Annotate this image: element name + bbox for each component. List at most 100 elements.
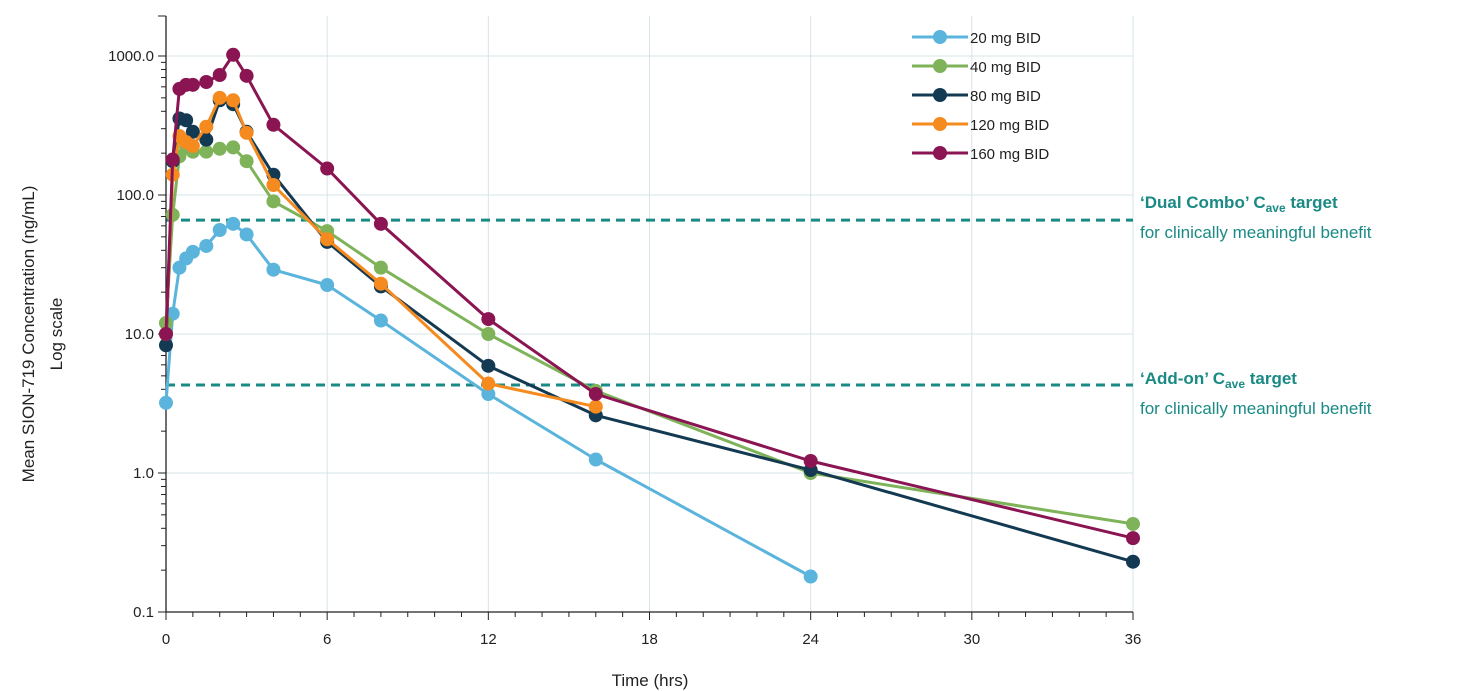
x-tick-label: 6 xyxy=(323,631,331,648)
x-tick-label: 12 xyxy=(480,631,497,648)
data-point xyxy=(266,194,281,209)
data-point xyxy=(165,152,180,167)
data-point xyxy=(239,125,254,140)
axes: 0.1 1.0 10.0 100.0 1000.0 0 6 12 18 24 30 36 xyxy=(108,15,1142,648)
legend-item: 120 mg BID xyxy=(912,117,1049,134)
data-point xyxy=(159,338,173,353)
data-point xyxy=(1126,531,1140,546)
x-tick-label: 30 xyxy=(963,631,980,648)
x-tick-label: 18 xyxy=(641,631,658,648)
data-point xyxy=(212,90,227,105)
data-point xyxy=(588,452,603,467)
legend-swatch-marker xyxy=(933,59,947,73)
data-point xyxy=(199,75,214,90)
data-point xyxy=(481,312,496,327)
legend-swatch-marker xyxy=(933,117,947,131)
add-on-target-subscript: ave xyxy=(1225,377,1245,391)
legend-swatch-marker xyxy=(933,30,947,44)
data-point xyxy=(266,117,281,132)
dual-combo-target-subtext: for clinically meaningful benefit xyxy=(1140,223,1372,242)
data-point xyxy=(212,67,227,82)
add-on-target-subtext: for clinically meaningful benefit xyxy=(1140,399,1372,418)
dual-combo-target-subscript: ave xyxy=(1266,201,1286,215)
legend-swatch-marker xyxy=(933,88,947,102)
data-point xyxy=(199,119,214,134)
data-point xyxy=(185,124,200,139)
legend-label: 160 mg BID xyxy=(970,146,1049,163)
data-point xyxy=(185,139,200,154)
data-point xyxy=(199,238,214,253)
data-point xyxy=(373,216,388,231)
data-point xyxy=(212,223,227,238)
y-tick-label: 0.1 xyxy=(133,604,154,621)
data-point xyxy=(199,132,214,147)
data-series xyxy=(159,47,1140,584)
legend-label: 20 mg BID xyxy=(970,30,1041,47)
legend-label: 40 mg BID xyxy=(970,59,1041,76)
x-axis-title: Time (hrs) xyxy=(612,671,689,690)
dual-combo-target-title: ‘Dual Combo’ C xyxy=(1140,193,1266,212)
data-point xyxy=(212,141,227,156)
y-axis-subtitle: Log scale xyxy=(47,298,66,371)
series-20-mg-bid xyxy=(159,216,818,584)
data-point xyxy=(159,327,173,341)
data-point xyxy=(239,227,254,242)
data-point xyxy=(588,399,603,414)
data-point xyxy=(373,276,388,291)
series-120-mg-bid xyxy=(159,90,603,414)
x-tick-label: 36 xyxy=(1125,631,1142,648)
dual-combo-target-label: ‘Dual Combo’ Cave target for clinically … xyxy=(1140,193,1372,242)
legend-label: 80 mg BID xyxy=(970,88,1041,105)
y-tick-label: 100.0 xyxy=(116,187,154,204)
data-point xyxy=(373,313,388,328)
legend-item: 40 mg BID xyxy=(912,59,1041,76)
y-tick-label: 1.0 xyxy=(133,465,154,482)
data-point xyxy=(481,376,496,391)
data-point xyxy=(481,387,496,402)
legend-item: 80 mg BID xyxy=(912,88,1041,105)
x-tick-label: 24 xyxy=(802,631,819,648)
add-on-target-title-end: target xyxy=(1245,369,1297,388)
data-point xyxy=(226,93,241,108)
data-point xyxy=(226,47,241,62)
legend-item: 160 mg BID xyxy=(912,146,1049,163)
data-point xyxy=(185,244,200,259)
svg-text:‘Dual Combo’ Cave target: ‘Dual Combo’ Cave target xyxy=(1140,193,1338,215)
data-point xyxy=(320,232,335,247)
data-point xyxy=(226,140,241,155)
x-tick-label: 0 xyxy=(162,631,170,648)
data-point xyxy=(803,569,818,584)
data-point xyxy=(1126,516,1140,531)
data-point xyxy=(320,278,335,293)
data-point xyxy=(239,154,254,169)
svg-text:‘Add-on’ Cave target: ‘Add-on’ Cave target xyxy=(1140,369,1297,391)
legend: 20 mg BID 40 mg BID 80 mg BID 120 mg BID 160… xyxy=(912,30,1049,163)
data-point xyxy=(481,327,496,341)
legend-label: 120 mg BID xyxy=(970,117,1049,134)
y-tick-label: 10.0 xyxy=(125,326,154,343)
data-point xyxy=(266,178,281,193)
legend-item: 20 mg BID xyxy=(912,30,1041,47)
data-point xyxy=(179,113,194,128)
data-point xyxy=(199,144,214,159)
add-on-target-title: ‘Add-on’ C xyxy=(1140,369,1225,388)
data-point xyxy=(320,161,335,176)
y-axis-title: Mean SION-719 Concentration (ng/mL) xyxy=(19,186,38,483)
y-tick-label: 1000.0 xyxy=(108,48,154,65)
data-point xyxy=(239,68,254,83)
dual-combo-target-title-end: target xyxy=(1286,193,1338,212)
reference-lines xyxy=(166,218,1133,387)
legend-swatch-marker xyxy=(933,146,947,160)
grid-lines xyxy=(166,16,1134,613)
data-point xyxy=(266,262,281,277)
data-point xyxy=(159,395,173,410)
data-point xyxy=(373,260,388,275)
data-point xyxy=(803,453,818,468)
data-point xyxy=(185,77,200,92)
data-point xyxy=(226,216,241,231)
data-point xyxy=(481,358,496,373)
data-point xyxy=(1126,554,1140,569)
data-point xyxy=(588,387,603,402)
add-on-target-label: ‘Add-on’ Cave target for clinically mean… xyxy=(1140,369,1372,418)
